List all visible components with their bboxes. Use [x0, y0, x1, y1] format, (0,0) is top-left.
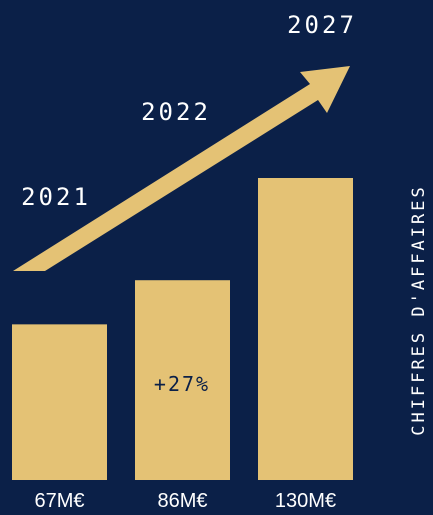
bar-2022 — [135, 280, 230, 480]
value-label-2027: 130M€ — [275, 490, 336, 512]
bar-2021 — [12, 324, 107, 480]
bar-2027 — [258, 178, 353, 480]
year-label-2022: 2022 — [141, 98, 211, 126]
side-label: CHIFFRES D'AFFAIRES — [409, 184, 429, 435]
year-label-2021: 2021 — [21, 183, 91, 211]
trend-arrow — [13, 66, 350, 271]
value-label-2022: 86M€ — [157, 490, 207, 512]
value-label-2021: 67M€ — [34, 490, 84, 512]
year-label-2027: 2027 — [287, 11, 357, 39]
year-labels-group: 2021 2022 2027 — [21, 11, 357, 211]
growth-annotation: +27% — [154, 372, 210, 396]
value-labels-group: 67M€ 86M€ 130M€ — [34, 490, 336, 512]
bars-group — [12, 178, 353, 480]
